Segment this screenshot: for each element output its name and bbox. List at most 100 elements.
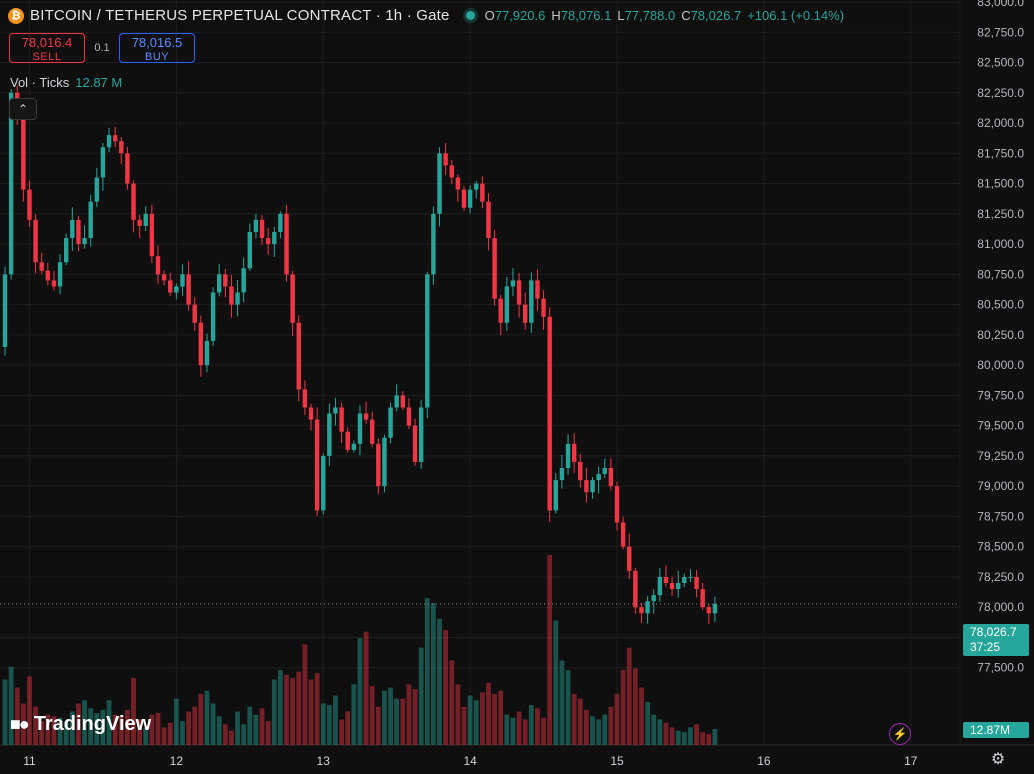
volume-bar <box>143 727 149 745</box>
volume-bar <box>229 730 234 745</box>
volume-bar <box>302 644 308 745</box>
volume-bar <box>406 684 412 745</box>
volume-bar <box>382 690 387 745</box>
price-tick-label: 78,750.0 <box>977 509 1024 523</box>
volume-bar <box>125 709 130 745</box>
candle-body <box>137 219 142 226</box>
candle-body <box>192 304 197 323</box>
volume-bar <box>669 727 675 745</box>
candle-body <box>706 607 711 614</box>
volume-legend[interactable]: Vol · Ticks 12.87 M <box>10 75 123 90</box>
volume-bar <box>222 724 228 745</box>
candle-body <box>376 443 381 487</box>
volume-bar <box>247 706 253 745</box>
candle-body <box>210 292 216 341</box>
volume-bar <box>357 638 363 745</box>
price-tick-label: 78,500.0 <box>977 540 1024 554</box>
buy-button[interactable]: 78,016.5 BUY <box>119 33 195 63</box>
candle-body <box>351 443 357 450</box>
candle-body <box>571 443 577 462</box>
candle-body <box>155 256 161 275</box>
candle-body <box>229 286 234 305</box>
candle-body <box>168 280 173 293</box>
volume-bar <box>339 719 344 745</box>
candle-body <box>106 135 112 148</box>
candle-body <box>290 274 295 323</box>
volume-bar <box>235 711 240 745</box>
time-tick-label: 11 <box>23 754 36 768</box>
candle-body <box>76 219 81 245</box>
chevron-up-icon[interactable]: ⌃ <box>9 98 37 120</box>
sell-button[interactable]: 78,016.4 SELL <box>9 33 85 63</box>
price-tick-label: 78,000.0 <box>977 600 1024 614</box>
candle-body <box>45 270 51 281</box>
volume-bar <box>590 716 595 745</box>
price-tick-label: 82,000.0 <box>977 116 1024 130</box>
candle-body <box>523 304 528 323</box>
volume-bar <box>210 703 216 745</box>
candle-body <box>149 213 155 257</box>
price-axis[interactable]: 77,500.077,750.078,000.078,250.078,500.0… <box>977 0 1024 675</box>
volume-bar <box>161 727 167 745</box>
candle-body <box>657 576 663 596</box>
volume-bar <box>369 685 375 745</box>
volume-bar <box>541 717 546 745</box>
time-axis[interactable]: 11 12 13 14 15 16 17 <box>23 754 918 768</box>
candle-body <box>529 280 534 323</box>
candle-body <box>498 298 503 323</box>
price-tick-label: 82,750.0 <box>977 25 1024 39</box>
lightning-icon[interactable]: ⚡ <box>889 723 911 745</box>
candle-body <box>33 219 38 263</box>
volume-bar <box>94 713 100 745</box>
candle-body <box>614 486 620 523</box>
price-tick-label: 82,500.0 <box>977 56 1024 70</box>
volume-bar <box>681 732 687 745</box>
volume-bar <box>88 708 94 745</box>
candle-body <box>639 607 644 614</box>
candle-body <box>633 570 638 608</box>
time-tick-label: 13 <box>317 754 331 768</box>
candle-body <box>235 292 240 305</box>
volume-bar <box>608 706 614 745</box>
volume-bar <box>241 724 247 745</box>
candle-body <box>584 480 589 493</box>
candle-body <box>437 153 442 214</box>
bitcoin-icon: ₿ <box>8 7 24 24</box>
volume-bar <box>308 679 314 745</box>
volume-bar <box>320 703 326 745</box>
candle-body <box>204 340 210 366</box>
symbol-title[interactable]: BITCOIN / TETHERUS PERPETUAL CONTRACT · … <box>30 7 450 24</box>
candle-body <box>602 468 607 475</box>
candle-body <box>51 280 57 287</box>
price-tick-label: 81,750.0 <box>977 146 1024 160</box>
time-tick-label: 14 <box>463 754 477 768</box>
volume-bar <box>565 669 571 745</box>
volume-bar <box>63 721 69 745</box>
volume-bar <box>437 618 442 745</box>
candle-body <box>131 183 136 220</box>
candle-body <box>64 238 69 263</box>
volume-bar <box>528 705 534 745</box>
volume-bar <box>33 706 38 745</box>
price-candles <box>2 85 718 624</box>
candle-body <box>8 92 14 275</box>
volume-bar <box>167 722 173 745</box>
candle-body <box>296 322 301 390</box>
volume-bar <box>388 687 393 745</box>
price-tick-label: 80,750.0 <box>977 267 1024 281</box>
price-tick-label: 79,250.0 <box>977 449 1024 463</box>
candle-body <box>578 461 583 481</box>
volume-bar <box>45 714 51 745</box>
volume-bar <box>626 647 632 745</box>
candle-body <box>70 219 75 239</box>
volume-bar <box>688 727 693 745</box>
volume-bar <box>424 598 430 745</box>
volume-bar <box>149 714 155 745</box>
volume-bar <box>492 693 497 745</box>
volume-bar <box>204 690 210 745</box>
gear-icon[interactable]: ⚙ <box>990 751 1006 768</box>
candle-body <box>223 274 228 287</box>
spread-value: 0.1 <box>94 42 110 54</box>
